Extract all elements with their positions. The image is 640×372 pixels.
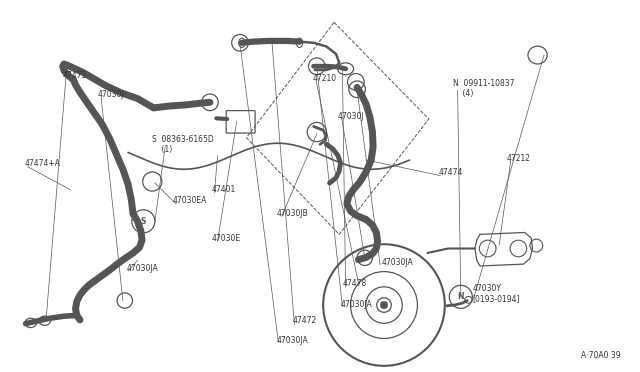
Ellipse shape (528, 46, 547, 64)
Text: 47401: 47401 (211, 185, 236, 194)
Text: 47030E: 47030E (211, 234, 241, 243)
Text: 47030JA: 47030JA (381, 258, 413, 267)
Ellipse shape (296, 38, 303, 47)
Text: S: S (141, 217, 146, 226)
Text: 47474: 47474 (438, 169, 463, 177)
Text: 47030J: 47030J (97, 90, 124, 99)
Text: 47030EA: 47030EA (173, 196, 207, 205)
Circle shape (380, 301, 388, 309)
Text: 47474+A: 47474+A (24, 159, 60, 168)
Text: 47030JA: 47030JA (277, 336, 309, 345)
Text: S  08363-6165D
    (1): S 08363-6165D (1) (152, 135, 214, 154)
Text: 47212: 47212 (507, 154, 531, 163)
Ellipse shape (338, 63, 354, 75)
Text: 47030JB: 47030JB (276, 209, 308, 218)
Text: A·70A0 39: A·70A0 39 (581, 351, 621, 360)
Ellipse shape (39, 316, 51, 325)
Text: 47030Y
[0193-0194]: 47030Y [0193-0194] (472, 284, 520, 304)
Text: 47475: 47475 (63, 71, 87, 80)
Text: 47210: 47210 (312, 74, 337, 83)
Text: N: N (458, 292, 464, 301)
Text: 47472: 47472 (293, 316, 317, 325)
Text: 47030JA: 47030JA (341, 300, 373, 309)
Text: 47030J: 47030J (338, 112, 365, 121)
Text: 47478: 47478 (343, 279, 367, 288)
Ellipse shape (25, 318, 36, 328)
Ellipse shape (239, 38, 245, 47)
Text: N  09911-10837
    (4): N 09911-10837 (4) (453, 79, 515, 98)
FancyBboxPatch shape (226, 110, 255, 133)
Text: 47030JA: 47030JA (127, 264, 159, 273)
Ellipse shape (465, 296, 472, 303)
